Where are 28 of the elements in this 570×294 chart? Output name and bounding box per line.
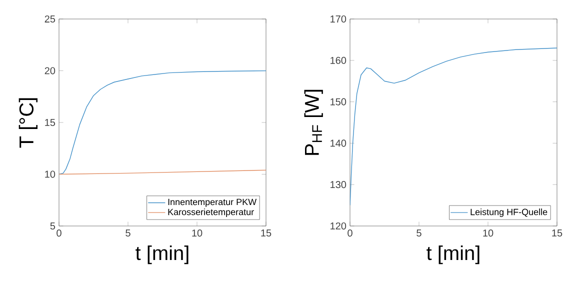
x-tick-label: 10: [483, 230, 494, 237]
legend-label: Innentemperatur PKW: [168, 198, 257, 207]
x-tick-label: 5: [416, 230, 422, 236]
legend-label: Karosserietemperatur: [168, 208, 254, 217]
line-series: [350, 48, 557, 206]
y-axis-title: P$_{HF}$ [W]: [304, 90, 323, 155]
legend-label: Leistung HF-Quelle: [470, 208, 548, 217]
y-tick-label: 25: [44, 15, 56, 23]
x-axis-title: t [min]: [136, 245, 188, 264]
y-tick-label: 140: [330, 140, 346, 147]
y-axis-title: T [°C]: [18, 98, 38, 148]
y-tick-label: 150: [330, 98, 346, 106]
y-tick-label: 160: [330, 56, 346, 64]
y-tick-label: 130: [330, 181, 346, 188]
y-tick-label: 170: [330, 15, 346, 23]
y-tick-label: 120: [330, 222, 346, 230]
y-tick-label: 15: [45, 119, 56, 126]
x-axis-title: t [min]: [426, 245, 480, 264]
x-tick-label: 0: [348, 230, 352, 237]
line-series: [59, 70, 266, 175]
y-tick-label: 5: [50, 222, 56, 230]
x-tick-label: 15: [261, 230, 272, 236]
y-tick-label: 10: [45, 170, 56, 178]
x-tick-label: 10: [192, 230, 202, 237]
x-tick-label: 5: [126, 230, 130, 236]
y-tick-label: 20: [44, 67, 56, 74]
x-tick-label: 15: [552, 230, 562, 236]
x-tick-label: 0: [56, 230, 62, 237]
